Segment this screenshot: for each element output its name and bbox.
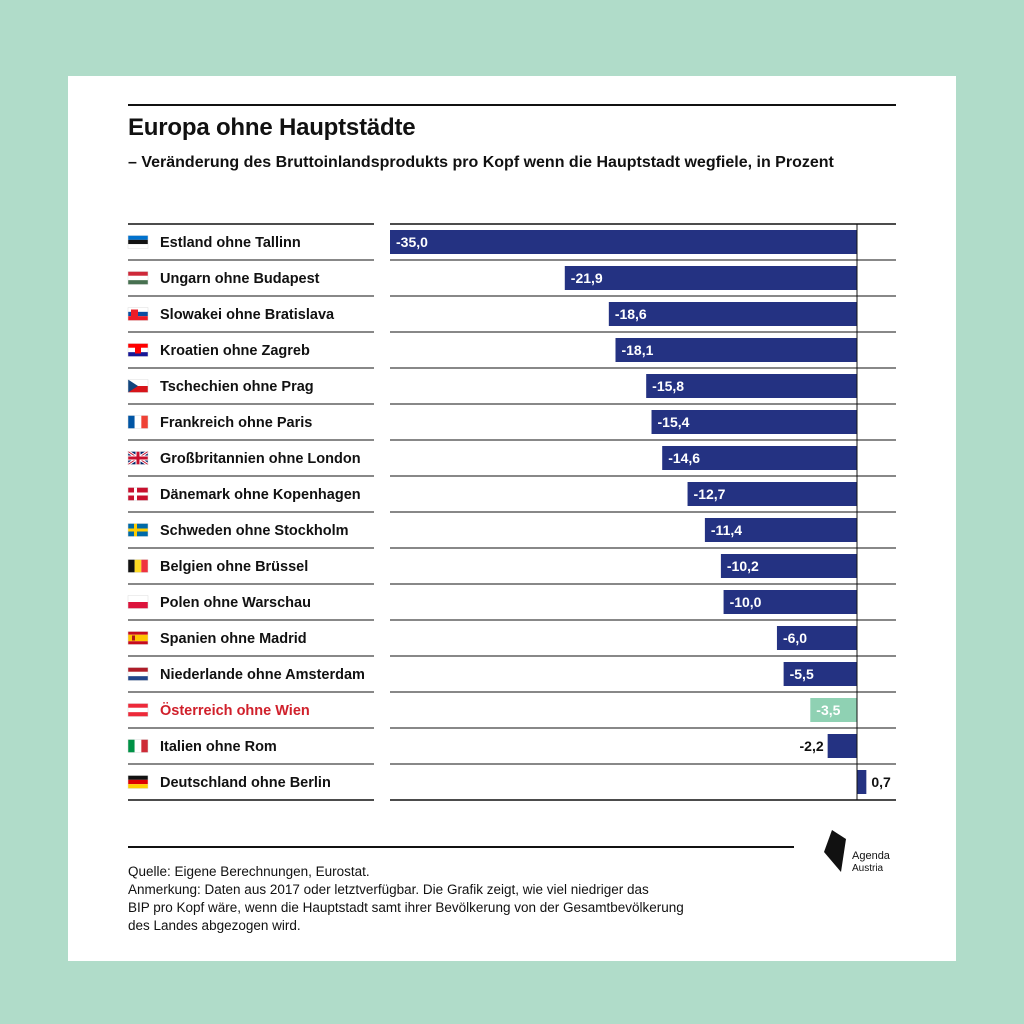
bar (857, 770, 867, 794)
row-label: Frankreich ohne Paris (160, 415, 312, 431)
bar-value-label: -12,7 (694, 486, 726, 502)
footer-rule (128, 846, 794, 848)
logo-subtitle: Austria (852, 863, 884, 874)
row-label: Polen ohne Warschau (160, 595, 311, 611)
row-label: Großbritannien ohne London (160, 451, 361, 467)
bar-value-label: -5,5 (790, 666, 814, 682)
bar (723, 590, 857, 614)
row-label: Ungarn ohne Budapest (160, 271, 320, 287)
flag-icon-fr (127, 415, 149, 429)
bar-value-label: -18,6 (615, 306, 647, 322)
bar-value-label: -35,0 (396, 234, 428, 250)
agenda-austria-logo: Agenda Austria (824, 830, 904, 880)
flag-icon-hu (127, 271, 149, 285)
bar (662, 446, 857, 470)
flag-icon-gb (127, 450, 149, 466)
annotation-line-1: Anmerkung: Daten aus 2017 oder letztverf… (128, 882, 649, 897)
bar-value-label: -10,0 (730, 594, 762, 610)
bar (783, 662, 857, 686)
row-label: Belgien ohne Brüssel (160, 559, 308, 575)
bar (651, 410, 857, 434)
row-label: Estland ohne Tallinn (160, 235, 301, 251)
bar (720, 554, 857, 578)
flag-icon-it (127, 739, 149, 753)
bar-value-label: -15,4 (658, 414, 690, 430)
annotation-line-3: des Landes abgezogen wird. (128, 918, 301, 933)
bar (776, 626, 857, 650)
logo-name: Agenda (852, 850, 890, 862)
bar-value-label: -18,1 (621, 342, 653, 358)
bar-value-label: 0,7 (871, 774, 891, 790)
row-label: Kroatien ohne Zagreb (160, 343, 310, 359)
flag-icon-pl (127, 595, 149, 609)
bar-chart: Estland ohne Tallinn -35,0 Ungarn ohne Bud… (127, 223, 896, 801)
bar-value-label: -10,2 (727, 558, 759, 574)
chart-card: Europa ohne Hauptstädte – Veränderung de… (68, 76, 956, 961)
bar-value-label: -15,8 (652, 378, 684, 394)
bar (704, 518, 857, 542)
agenda-austria-logo-icon (824, 830, 846, 872)
bar-value-label: -21,9 (571, 270, 603, 286)
row-label: Österreich ohne Wien (160, 702, 310, 719)
bar (810, 698, 857, 722)
annotation-line-2: BIP pro Kopf wäre, wenn die Hauptstadt s… (128, 900, 684, 915)
flag-icon-cz (127, 379, 149, 393)
flag-icon-hr (127, 343, 149, 357)
flag-icon-dk (127, 487, 149, 501)
row-label: Niederlande ohne Amsterdam (160, 667, 365, 683)
bar-value-label: -6,0 (783, 630, 807, 646)
bar (608, 302, 857, 326)
flag-icon-at (127, 703, 149, 717)
bar-value-label: -14,6 (668, 450, 700, 466)
row-label: Schweden ohne Stockholm (160, 523, 349, 539)
flag-icon-be (127, 559, 149, 573)
bar (564, 266, 857, 290)
flag-icon-nl (127, 667, 149, 681)
bar (687, 482, 857, 506)
flag-icon-es (127, 631, 149, 645)
row-label: Italien ohne Rom (160, 739, 277, 755)
flag-icon-se (127, 523, 149, 537)
bar (615, 338, 857, 362)
row-label: Tschechien ohne Prag (160, 379, 314, 395)
chart-subtitle: – Veränderung des Bruttoinlandsprodukts … (128, 154, 834, 171)
row-label: Deutschland ohne Berlin (160, 775, 331, 791)
bar-value-label: -11,4 (711, 522, 742, 538)
flag-icon-ee (127, 235, 149, 249)
flag-icon-de (127, 775, 149, 789)
flag-icon-sk (127, 307, 149, 321)
bar-value-label: -3,5 (816, 702, 840, 718)
chart-title: Europa ohne Hauptstädte (128, 114, 416, 141)
bar (827, 734, 857, 758)
bar (390, 230, 857, 254)
row-label: Spanien ohne Madrid (160, 631, 307, 647)
row-label: Dänemark ohne Kopenhagen (160, 487, 361, 503)
bar-value-label: -2,2 (800, 738, 824, 754)
top-rule (128, 104, 896, 106)
bar (646, 374, 857, 398)
source-note: Quelle: Eigene Berechnungen, Eurostat. (128, 864, 370, 879)
row-label: Slowakei ohne Bratislava (160, 307, 335, 323)
